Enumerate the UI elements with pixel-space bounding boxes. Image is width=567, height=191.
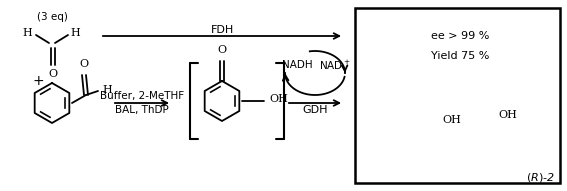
- Text: O: O: [217, 45, 227, 55]
- Text: ee > 99 %: ee > 99 %: [431, 31, 489, 41]
- Text: OH: OH: [498, 110, 517, 120]
- Text: O: O: [48, 69, 58, 79]
- Text: H: H: [102, 85, 112, 95]
- Text: NADH: NADH: [282, 60, 312, 70]
- Text: +: +: [32, 74, 44, 88]
- Text: HCOO$^-$: HCOO$^-$: [369, 30, 412, 42]
- Text: GDH: GDH: [302, 105, 328, 115]
- Text: H: H: [70, 28, 80, 38]
- Text: (3 eq): (3 eq): [36, 12, 67, 22]
- Text: BAL, ThDP: BAL, ThDP: [115, 105, 169, 115]
- Text: FDH: FDH: [210, 25, 234, 35]
- Text: H: H: [22, 28, 32, 38]
- Text: Buffer, 2-MeTHF: Buffer, 2-MeTHF: [100, 91, 184, 101]
- Text: $(R)$-2: $(R)$-2: [526, 171, 555, 184]
- Text: OH: OH: [269, 94, 288, 104]
- Text: NAD$^+$: NAD$^+$: [319, 58, 351, 72]
- Text: OH: OH: [443, 115, 462, 125]
- Text: Yield 75 %: Yield 75 %: [431, 51, 489, 61]
- Bar: [355, 8, 560, 183]
- Text: O: O: [79, 59, 88, 69]
